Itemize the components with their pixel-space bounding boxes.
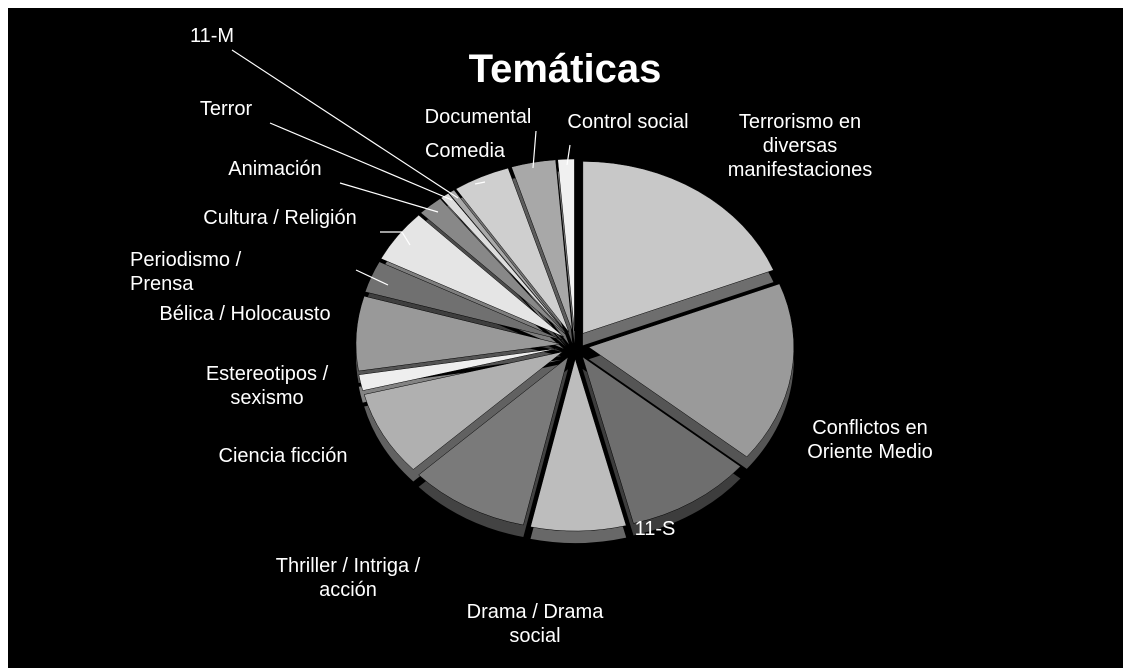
- leader-line: [380, 231, 411, 246]
- leader-line: [474, 181, 486, 185]
- slice: [380, 214, 564, 338]
- slice-label: Bélica / Holocausto: [159, 303, 330, 325]
- label-line: Periodismo /: [130, 249, 242, 271]
- label-line: manifestaciones: [728, 159, 873, 181]
- slice-label: Terror: [200, 98, 253, 120]
- slice: [418, 356, 569, 526]
- leader-line: [355, 269, 389, 286]
- slice: [455, 167, 570, 333]
- slice-label: Drama / Drama social: [467, 601, 605, 647]
- slice-label: Ciencia ficción: [219, 445, 348, 467]
- leader-line: [566, 144, 571, 166]
- slice-label: Periodismo / Prensa: [130, 249, 242, 295]
- slice-label: Comedia: [425, 140, 506, 162]
- slice: [588, 283, 795, 458]
- label-line: Drama / Drama: [467, 601, 605, 623]
- slice: [582, 161, 774, 334]
- slice: [448, 189, 568, 334]
- slice-label: Terrorismo en diversas manifestaciones: [728, 111, 873, 181]
- label-line: Terrorismo en: [739, 111, 861, 133]
- label-line: Thriller / Intriga /: [276, 555, 421, 577]
- slice-label: Thriller / Intriga / acción: [276, 555, 421, 601]
- leader-line: [269, 122, 453, 201]
- slice: [363, 351, 563, 470]
- leader-line: [339, 182, 439, 213]
- chart-title: Temáticas: [469, 47, 662, 91]
- label-line: Oriente Medio: [807, 441, 933, 463]
- slice: [364, 261, 563, 341]
- slice: [420, 198, 566, 335]
- label-line: diversas: [763, 135, 837, 157]
- slice-label: Documental: [425, 106, 532, 128]
- slice: [557, 158, 575, 332]
- slice-label: Estereotipos / sexismo: [206, 363, 329, 409]
- slice: [440, 193, 567, 334]
- leader-line: [231, 49, 459, 199]
- slice-label: 11-S: [635, 518, 676, 540]
- label-line: Estereotipos /: [206, 363, 329, 385]
- slice-label: Animación: [228, 158, 321, 180]
- slice: [355, 295, 562, 372]
- slice-label: Cultura / Religión: [203, 207, 356, 229]
- slice: [358, 347, 562, 391]
- label-line: social: [509, 625, 560, 647]
- slice: [582, 356, 741, 524]
- slice-label: Conflictos en Oriente Medio: [807, 417, 933, 463]
- slice-label: Control social: [567, 111, 688, 133]
- slice-label: 11-M: [190, 25, 234, 47]
- label-line: sexismo: [230, 387, 303, 409]
- leader-line: [532, 130, 537, 169]
- slice: [530, 358, 627, 532]
- label-line: Conflictos en: [812, 417, 928, 439]
- label-line: acción: [319, 579, 377, 601]
- label-line: Prensa: [130, 273, 194, 295]
